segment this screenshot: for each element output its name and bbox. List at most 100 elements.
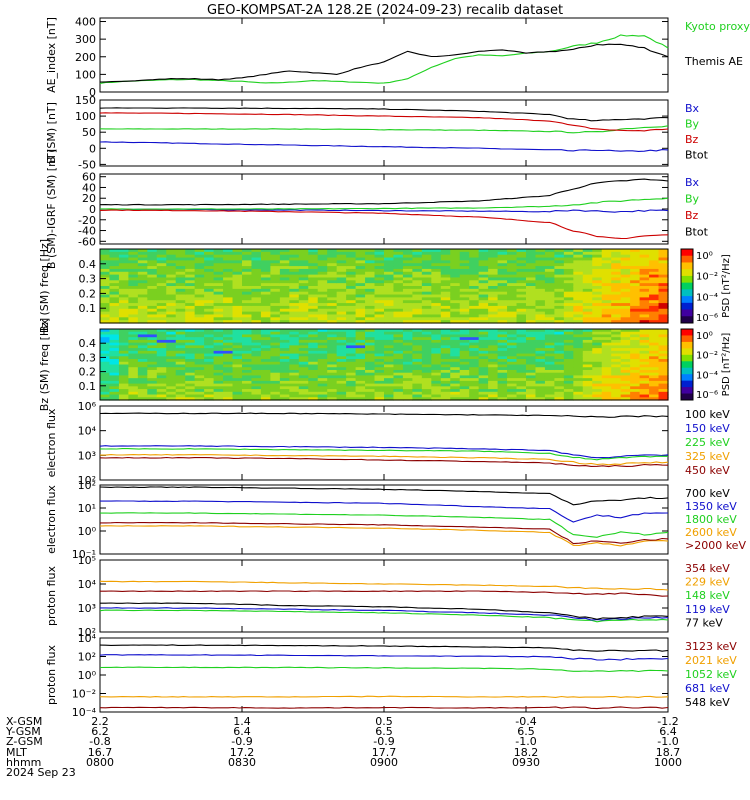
heatmap-cell: [402, 288, 413, 293]
legend-label: 681 keV: [685, 682, 730, 695]
heatmap-cell: [327, 364, 338, 368]
heatmap-cell: [213, 283, 224, 287]
heatmap-cell: [137, 353, 148, 357]
heatmap-cell: [298, 268, 309, 273]
heatmap-cell: [270, 266, 281, 270]
heatmap-cell: [336, 251, 347, 256]
heatmap-cell: [544, 339, 555, 344]
heatmap-cell: [137, 254, 148, 259]
heatmap-cell: [289, 280, 300, 284]
colorbar-segment: [681, 296, 693, 304]
heatmap-cell: [204, 303, 215, 307]
heatmap-cell: [118, 268, 129, 273]
heatmap-cell: [620, 291, 631, 296]
heatmap-cell: [279, 274, 290, 279]
heatmap-cell: [355, 337, 366, 341]
heatmap-cell: [620, 397, 631, 401]
heatmap-cell: [649, 394, 660, 398]
heatmap-cell: [526, 345, 537, 349]
heatmap-cell: [260, 337, 271, 341]
heatmap-cell: [223, 339, 234, 344]
heatmap-cell: [109, 300, 120, 304]
heatmap-cell: [355, 286, 366, 290]
heatmap-cell: [459, 317, 470, 321]
heatmap-cell: [308, 294, 319, 298]
heatmap-cell: [384, 305, 395, 310]
heatmap-cell: [554, 359, 565, 363]
heatmap-cell: [630, 359, 641, 363]
series-line-by: [99, 125, 669, 134]
heatmap-cell: [204, 391, 215, 396]
heatmap-cell: [308, 249, 319, 253]
heatmap-cell: [251, 300, 262, 304]
heatmap-cell: [478, 263, 489, 267]
heatmap-cell: [156, 257, 167, 261]
heatmap-cell: [639, 394, 650, 398]
heatmap-cell: [601, 334, 612, 338]
heatmap-cell: [317, 394, 328, 398]
heatmap-cell: [478, 254, 489, 259]
heatmap-cell: [166, 320, 177, 324]
heatmap-cell: [109, 380, 120, 385]
heatmap-cell: [384, 297, 395, 301]
heatmap-cell: [573, 303, 584, 307]
heatmap-cell: [611, 367, 622, 371]
heatmap-cell: [497, 348, 508, 352]
heatmap-cell: [488, 294, 499, 298]
heatmap-cell: [402, 286, 413, 290]
heatmap-cell: [109, 263, 120, 267]
heatmap-cell: [478, 300, 489, 304]
heatmap-cell: [535, 286, 546, 290]
heatmap-cell: [526, 356, 537, 360]
heatmap-cell: [298, 359, 309, 363]
heatmap-cell: [450, 350, 461, 355]
heatmap-cell: [109, 372, 120, 377]
heatmap-cell: [450, 314, 461, 318]
heatmap-cell: [374, 372, 385, 377]
heatmap-cell: [393, 288, 404, 293]
heatmap-cell: [384, 254, 395, 259]
heatmap-cell: [526, 337, 537, 341]
heatmap-cell: [535, 277, 546, 281]
heatmap-cell: [118, 314, 129, 318]
heatmap-cell: [563, 277, 574, 281]
heatmap-cell: [384, 288, 395, 293]
heatmap-cell: [431, 389, 442, 393]
heatmap-cell: [223, 300, 234, 304]
heatmap-cell: [279, 294, 290, 298]
heatmap-cell: [365, 303, 376, 307]
heatmap-cell: [649, 311, 660, 316]
heatmap-cell: [223, 266, 234, 270]
heatmap-cell: [336, 389, 347, 393]
heatmap-cell: [251, 311, 262, 316]
heatmap-cell: [497, 274, 508, 279]
heatmap-cell: [421, 369, 432, 374]
heatmap-cell: [421, 286, 432, 290]
heatmap-cell: [431, 317, 442, 321]
legend-label: 225 keV: [685, 436, 730, 449]
heatmap-cell: [194, 334, 205, 338]
heatmap-cell: [620, 334, 631, 338]
heatmap-cell: [270, 283, 281, 287]
heatmap-cell: [260, 369, 271, 374]
heatmap-cell: [601, 378, 612, 382]
heatmap-cell: [346, 375, 357, 379]
y-tick-label: 0.1: [79, 302, 97, 315]
heatmap-cell: [242, 283, 253, 287]
heatmap-cell: [440, 394, 451, 398]
heatmap-cell: [658, 291, 669, 296]
heatmap-cell: [185, 383, 196, 387]
heatmap-cell: [384, 394, 395, 398]
heatmap-cell: [147, 348, 158, 352]
heatmap-cell: [365, 342, 376, 346]
heatmap-cell: [469, 364, 480, 368]
heatmap-cell: [658, 337, 669, 341]
heatmap-cell: [601, 337, 612, 341]
heatmap-cell: [611, 380, 622, 385]
heatmap-cell: [109, 339, 120, 344]
heatmap-cell: [384, 389, 395, 393]
heatmap-cell: [431, 254, 442, 259]
heatmap-cell: [554, 251, 565, 256]
heatmap-cell: [128, 329, 139, 333]
heatmap-cell: [242, 277, 253, 281]
